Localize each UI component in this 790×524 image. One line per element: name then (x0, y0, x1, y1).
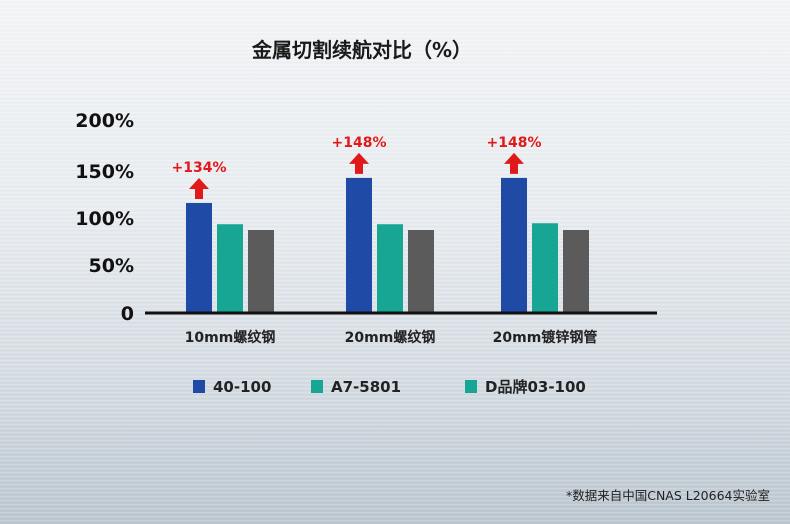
up-arrow-icon (189, 177, 209, 199)
y-tick-label: 100% (75, 208, 134, 230)
footnote: *数据来自中国CNAS L20664实验室 (566, 488, 770, 503)
legend-swatch (311, 380, 323, 393)
x-tick-label: 20mm镀锌钢管 (493, 329, 598, 346)
annotation-label: +134% (172, 160, 227, 176)
y-tick-label: 50% (89, 255, 134, 277)
legend-swatch (465, 380, 477, 393)
bar (501, 177, 527, 313)
bar (532, 223, 558, 313)
legend-swatch (193, 380, 205, 393)
annotation-label: +148% (487, 135, 542, 151)
chart-title: 金属切割续航对比（%） (251, 38, 472, 62)
y-tick-label: 0 (121, 303, 134, 325)
bar (248, 230, 274, 313)
bar (217, 224, 243, 313)
legend-label: A7-5801 (331, 378, 401, 396)
bar (563, 230, 589, 313)
bar (186, 202, 212, 313)
annotation-label: +148% (332, 135, 387, 151)
bar (346, 177, 372, 313)
y-tick-label: 200% (75, 110, 134, 132)
legend-label: 40-100 (213, 378, 271, 396)
legend-label: D品牌03-100 (485, 378, 586, 396)
x-tick-label: 10mm螺纹钢 (185, 329, 276, 346)
y-tick-label: 150% (75, 161, 134, 183)
bar (377, 224, 403, 313)
up-arrow-icon (349, 152, 369, 174)
x-tick-label: 20mm螺纹钢 (345, 329, 436, 346)
up-arrow-icon (504, 152, 524, 174)
bar (408, 230, 434, 313)
